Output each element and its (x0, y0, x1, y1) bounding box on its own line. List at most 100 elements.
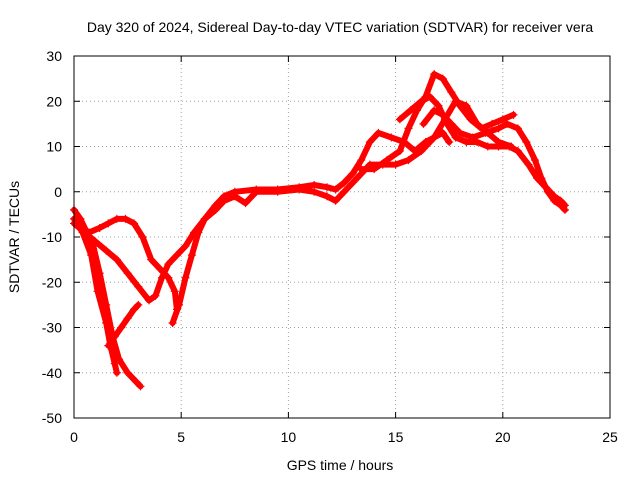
data-series (70, 70, 569, 391)
data-point-marker (447, 88, 456, 97)
y-axis-label: SDTVAR / TECUs (6, 181, 22, 293)
data-point-marker (112, 368, 121, 377)
y-tick-label: -50 (42, 410, 62, 426)
data-point-marker (310, 180, 319, 189)
data-point-marker (404, 124, 413, 133)
data-point-marker (164, 260, 173, 269)
y-tick-label: -40 (42, 365, 62, 381)
data-point-marker (181, 273, 190, 282)
data-point-marker (524, 160, 533, 169)
x-tick-label: 25 (602, 429, 618, 445)
data-point-marker (430, 106, 439, 115)
data-point-marker (387, 133, 396, 142)
data-point-marker (530, 156, 539, 165)
y-tick-label: -20 (42, 274, 62, 290)
y-tick-label: 10 (46, 139, 62, 155)
x-tick-label: 10 (281, 429, 297, 445)
data-point-marker (438, 74, 447, 83)
data-point-marker (494, 124, 503, 133)
data-point-marker (132, 377, 141, 386)
data-point-marker (522, 137, 531, 146)
data-point-marker (494, 142, 503, 151)
data-point-marker (322, 183, 331, 192)
x-tick-label: 20 (495, 429, 511, 445)
data-point-marker (181, 242, 190, 251)
data-point-marker (110, 359, 119, 368)
data-point-marker (112, 214, 121, 223)
x-axis-label: GPS time / hours (287, 457, 394, 473)
data-point-marker (230, 192, 239, 201)
data-point-marker (391, 160, 400, 169)
data-point-marker (102, 318, 111, 327)
data-point-marker (462, 137, 471, 146)
data-point-marker (85, 228, 94, 237)
data-point-marker (468, 133, 477, 142)
data-point-marker (123, 269, 132, 278)
data-point-marker (168, 318, 177, 327)
data-point-marker (194, 228, 203, 237)
data-point-marker (95, 223, 104, 232)
data-point-marker (488, 119, 497, 128)
data-point-marker (112, 255, 121, 264)
data-point-marker (123, 314, 132, 323)
data-point-marker (365, 137, 374, 146)
data-point-marker (123, 368, 132, 377)
data-point-marker (357, 165, 366, 174)
data-point-marker (425, 92, 434, 101)
series-track-5 (85, 214, 181, 314)
data-point-marker (477, 124, 486, 133)
y-tick-label: 0 (54, 184, 62, 200)
data-point-marker (406, 106, 415, 115)
data-point-marker (136, 382, 145, 391)
data-point-marker (353, 174, 362, 183)
data-point-marker (395, 147, 404, 156)
data-point-marker (117, 323, 126, 332)
data-point-marker (455, 101, 464, 110)
series-line (86, 215, 180, 313)
data-point-marker (505, 142, 514, 151)
y-tick-label: 20 (46, 93, 62, 109)
data-point-marker (273, 187, 282, 196)
data-point-marker (466, 115, 475, 124)
data-point-marker (543, 187, 552, 196)
data-point-marker (187, 251, 196, 260)
data-point-marker (134, 300, 143, 309)
data-point-marker (417, 147, 426, 156)
series-track-3 (104, 300, 143, 350)
data-point-marker (295, 185, 304, 194)
series-line (71, 215, 120, 376)
data-point-marker (340, 187, 349, 196)
data-point-marker (374, 128, 383, 137)
data-point-marker (211, 205, 220, 214)
series-line (105, 301, 142, 349)
data-point-marker (151, 291, 160, 300)
y-tick-label: -30 (42, 320, 62, 336)
data-point-marker (451, 133, 460, 142)
data-point-marker (357, 156, 366, 165)
data-point-marker (138, 233, 147, 241)
data-point-marker (498, 115, 507, 124)
tick-labels: 0 5 10 15 20 25 -50 -40 -30 -20 -10 0 10 20 30 (42, 48, 618, 445)
data-point-marker (331, 185, 340, 194)
data-point-marker (483, 142, 492, 151)
y-tick-label: 30 (46, 48, 62, 64)
data-point-marker (155, 264, 164, 273)
data-point-marker (370, 165, 379, 174)
data-point-marker (481, 128, 490, 137)
data-point-marker (340, 178, 349, 187)
data-point-marker (331, 196, 340, 205)
data-point-marker (145, 296, 154, 305)
data-point-marker (104, 341, 113, 350)
data-point-marker (110, 332, 119, 341)
data-point-marker (200, 214, 209, 223)
data-point-marker (417, 97, 426, 106)
data-point-marker (556, 201, 565, 210)
y-tick-label: -10 (42, 229, 62, 245)
data-point-marker (560, 205, 569, 214)
x-tick-label: 5 (177, 429, 185, 445)
data-point-marker (252, 187, 261, 196)
data-point-marker (175, 300, 184, 309)
data-point-marker (241, 199, 250, 208)
